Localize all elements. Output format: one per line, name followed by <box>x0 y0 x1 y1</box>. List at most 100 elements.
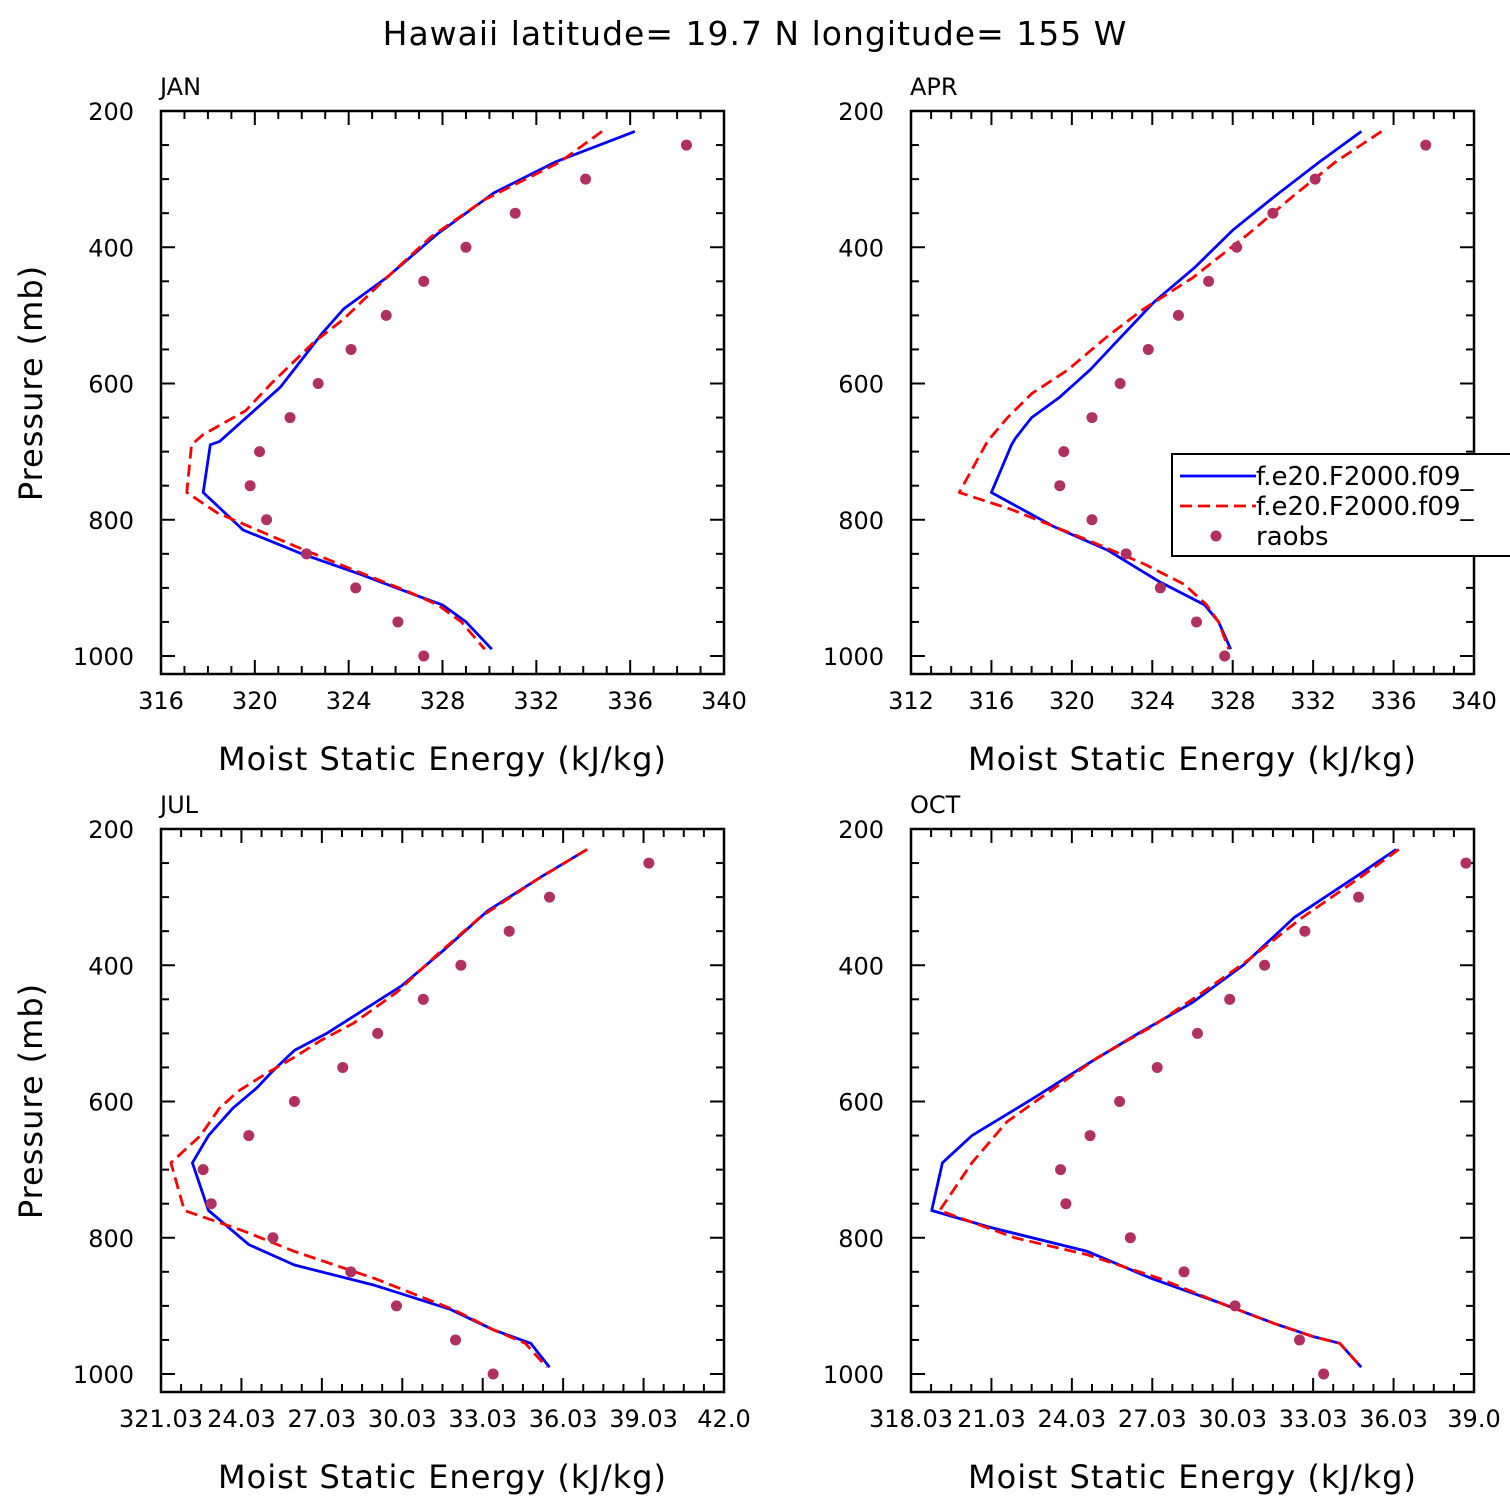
x-tick-label: 318.03 <box>869 1405 953 1433</box>
raobs-point <box>1084 1130 1096 1142</box>
x-tick-label: 332 <box>513 687 559 715</box>
x-tick-label: 332 <box>1290 687 1336 715</box>
x-tick-label: 33.03 <box>448 1405 517 1433</box>
y-tick-label: 400 <box>88 234 134 262</box>
model-line-solid <box>930 848 1397 1369</box>
x-tick-label: 312 <box>888 687 934 715</box>
x-tick-label: 36.03 <box>529 1405 598 1433</box>
raobs-point <box>267 1232 279 1244</box>
raobs-point <box>1172 309 1184 321</box>
raobs-point <box>261 514 273 526</box>
x-tick-label: 340 <box>1451 687 1497 715</box>
raobs-point <box>509 207 521 219</box>
raobs-point <box>1191 1027 1203 1039</box>
raobs-point <box>1231 241 1243 253</box>
y-tick-label: 400 <box>88 952 134 980</box>
raobs-point <box>680 139 692 151</box>
raobs-point <box>418 650 430 662</box>
raobs-point <box>1154 582 1166 594</box>
y-tick-label: 400 <box>838 952 884 980</box>
x-tick-label: 340 <box>701 687 747 715</box>
x-tick-label: 324 <box>1129 687 1175 715</box>
raobs-point <box>1219 650 1231 662</box>
raobs-point <box>1114 378 1126 389</box>
x-axis-label: Moist Static Energy (kJ/kg) <box>218 740 667 778</box>
x-tick-label: 336 <box>607 687 653 715</box>
panel-jan: JAN 316 320 324 328 332 336 340 200 400 600 800 1000… <box>12 73 747 778</box>
raobs-point <box>1055 1164 1067 1176</box>
x-tick-label: 39.03 <box>609 1405 678 1433</box>
y-tick-label: 1000 <box>73 643 134 671</box>
raobs-point <box>205 1198 217 1210</box>
y-tick-label: 800 <box>88 1225 134 1253</box>
x-tick-label: 30.03 <box>1198 1405 1267 1433</box>
raobs-point <box>1124 1232 1136 1244</box>
y-tick-label: 200 <box>838 816 884 844</box>
x-tick-label: 27.03 <box>1118 1405 1187 1433</box>
raobs-point <box>300 548 312 560</box>
plot-frame <box>909 827 1476 1394</box>
raobs-point <box>1353 891 1365 903</box>
plot-frame <box>909 109 1476 676</box>
raobs-point <box>392 616 404 628</box>
raobs-point <box>284 412 296 424</box>
legend-label: f.e20.F2000.f09_ <box>1256 492 1474 522</box>
y-tick-label: 1000 <box>823 643 884 671</box>
raobs-point <box>288 1096 300 1107</box>
model-line-solid <box>990 130 1363 650</box>
panel-oct: OCT 318.03 21.03 24.03 27.03 30.03 33.03 36.03 3… <box>823 791 1501 1496</box>
x-axis-label: Moist Static Energy (kJ/kg) <box>968 740 1417 778</box>
raobs-point <box>1224 993 1236 1005</box>
raobs-point <box>1086 514 1098 526</box>
y-tick-label: 800 <box>838 507 884 535</box>
raobs-point <box>1203 275 1215 287</box>
y-axis-label: Pressure (mb) <box>12 983 50 1219</box>
x-tick-label: 328 <box>420 687 466 715</box>
x-tick-label: 321.03 <box>119 1405 203 1433</box>
model-line-dashed <box>169 848 588 1369</box>
raobs-point <box>244 480 256 492</box>
raobs-point <box>543 891 555 903</box>
model-line-dashed <box>185 130 603 651</box>
raobs-point <box>337 1061 349 1073</box>
x-tick-label: 320 <box>232 687 278 715</box>
panel-title: JAN <box>158 73 201 101</box>
y-tick-label: 200 <box>88 98 134 126</box>
raobs-point <box>312 378 324 389</box>
y-tick-label: 600 <box>88 1089 134 1117</box>
x-tick-label: 24.03 <box>1037 1405 1106 1433</box>
raobs-point <box>460 241 472 253</box>
x-tick-label: 21.03 <box>957 1405 1026 1433</box>
raobs-point <box>455 959 467 971</box>
raobs-point <box>1120 548 1132 560</box>
legend-box <box>1171 453 1510 557</box>
panel-title: JUL <box>158 791 199 819</box>
raobs-point <box>643 857 655 869</box>
raobs-point <box>417 993 429 1005</box>
y-tick-label: 800 <box>838 1225 884 1253</box>
x-axis-label: Moist Static Energy (kJ/kg) <box>218 1458 667 1496</box>
x-tick-label: 39.0 <box>1447 1405 1500 1433</box>
raobs-point <box>450 1334 462 1346</box>
legend-marker <box>1210 530 1222 542</box>
raobs-point <box>1178 1266 1190 1278</box>
raobs-point <box>1151 1061 1163 1073</box>
raobs-point <box>1309 173 1321 185</box>
y-axis-label: Pressure (mb) <box>12 265 50 501</box>
raobs-point <box>1086 412 1098 424</box>
panel-apr: APR 312 316 320 324 328 332 336 340 200 400 600 800 1… <box>823 73 1497 778</box>
x-tick-label: 42.0 <box>697 1405 750 1433</box>
raobs-point <box>1060 1198 1072 1210</box>
raobs-point <box>345 343 357 355</box>
raobs-point <box>1460 857 1472 869</box>
raobs-point <box>418 275 430 287</box>
raobs-point <box>487 1368 499 1380</box>
raobs-point <box>380 309 392 321</box>
raobs-point <box>345 1266 357 1278</box>
y-tick-label: 200 <box>838 98 884 126</box>
raobs-point <box>503 925 515 937</box>
raobs-point <box>1267 207 1279 219</box>
raobs-point <box>350 582 362 594</box>
raobs-point <box>1191 616 1203 628</box>
y-tick-label: 800 <box>88 507 134 535</box>
